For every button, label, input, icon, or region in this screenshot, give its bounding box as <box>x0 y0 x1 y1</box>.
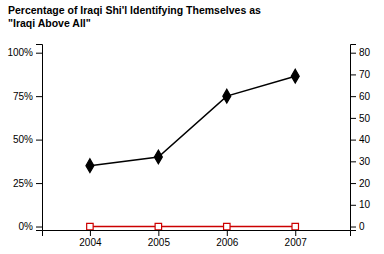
tick-label: 25% <box>13 178 33 189</box>
tick: 2005 <box>148 230 171 248</box>
point <box>87 223 93 229</box>
tick: 100% <box>7 47 42 58</box>
tick-label: 2006 <box>216 237 239 248</box>
title: Percentage of Iraqi Shi'l Identifying Th… <box>8 4 261 29</box>
tick-label: 100% <box>7 47 33 58</box>
tick-mark <box>350 183 356 184</box>
tick-label: 60 <box>359 91 371 102</box>
title-line: Percentage of Iraqi Shi'l Identifying Th… <box>8 4 261 16</box>
tick: 2004 <box>79 230 102 248</box>
x-axis: 2004 2005 2006 2007 <box>43 230 351 248</box>
series-line <box>90 226 295 228</box>
tick: 0% <box>19 221 42 232</box>
y2-axis: 0 10 20 30 40 50 60 70 80 <box>350 45 371 233</box>
tick-label: 80 <box>359 47 371 58</box>
tick-label: 75% <box>13 91 33 102</box>
tick-mark <box>36 183 42 184</box>
tick-label: 2005 <box>148 237 171 248</box>
point <box>223 89 231 103</box>
tick-mark <box>350 140 356 141</box>
tick: 70 <box>350 69 371 80</box>
tick-mark <box>350 53 356 54</box>
tick-label: 2007 <box>285 237 308 248</box>
tick: 0 <box>350 221 365 232</box>
tick-label: 50 <box>359 113 371 124</box>
axis-line <box>351 45 357 231</box>
tick: 50 <box>350 113 371 124</box>
tick-label: 40 <box>359 134 371 145</box>
tick-mark <box>227 230 228 236</box>
chart: Percentage of Iraqi Shi'l Identifying Th… <box>0 0 384 254</box>
point <box>155 223 161 229</box>
tick-label: 20 <box>359 178 371 189</box>
tick: 40 <box>350 134 371 145</box>
title-line: "Iraqi Above All" <box>8 17 91 29</box>
tick-mark <box>295 230 296 236</box>
tick-mark <box>90 230 91 236</box>
point <box>291 69 299 83</box>
tick: 30 <box>350 156 371 167</box>
tick-mark <box>350 118 356 119</box>
marks <box>86 69 299 230</box>
point <box>86 159 94 173</box>
tick: 10 <box>350 199 371 210</box>
tick-mark <box>36 140 42 141</box>
tick-mark <box>350 205 356 206</box>
point <box>292 223 298 229</box>
tick-label: 0% <box>19 221 34 232</box>
tick-mark <box>36 96 42 97</box>
tick: 2007 <box>285 230 308 248</box>
tick: 50% <box>13 134 42 145</box>
tick-label: 0 <box>359 221 365 232</box>
tick: 20 <box>350 178 371 189</box>
tick-label: 70 <box>359 69 371 80</box>
tick: 2006 <box>216 230 239 248</box>
tick-label: 50% <box>13 134 33 145</box>
y-axis: 0% 25% 50% 75% 100% <box>7 45 42 233</box>
tick-label: 30 <box>359 156 371 167</box>
series <box>86 69 299 172</box>
tick: 60 <box>350 91 371 102</box>
tick-mark <box>36 227 42 228</box>
axis-line <box>36 45 43 231</box>
tick: 25% <box>13 178 42 189</box>
tick: 80 <box>350 47 371 58</box>
tick-mark <box>350 161 356 162</box>
tick-mark <box>36 53 42 54</box>
tick: 75% <box>13 91 42 102</box>
series-line <box>90 76 295 166</box>
tick-mark <box>350 227 356 228</box>
axis-line <box>43 231 351 237</box>
series <box>87 223 299 229</box>
tick-label: 10 <box>359 199 371 210</box>
tick-label: 2004 <box>79 237 102 248</box>
plot: 2004 2005 2006 2007 0% 25% 50% 75% 100% 0 10 20 30 40… <box>7 45 370 249</box>
point <box>154 150 162 164</box>
tick-mark <box>350 96 356 97</box>
tick-mark <box>158 230 159 236</box>
point <box>224 223 230 229</box>
tick-mark <box>350 74 356 75</box>
